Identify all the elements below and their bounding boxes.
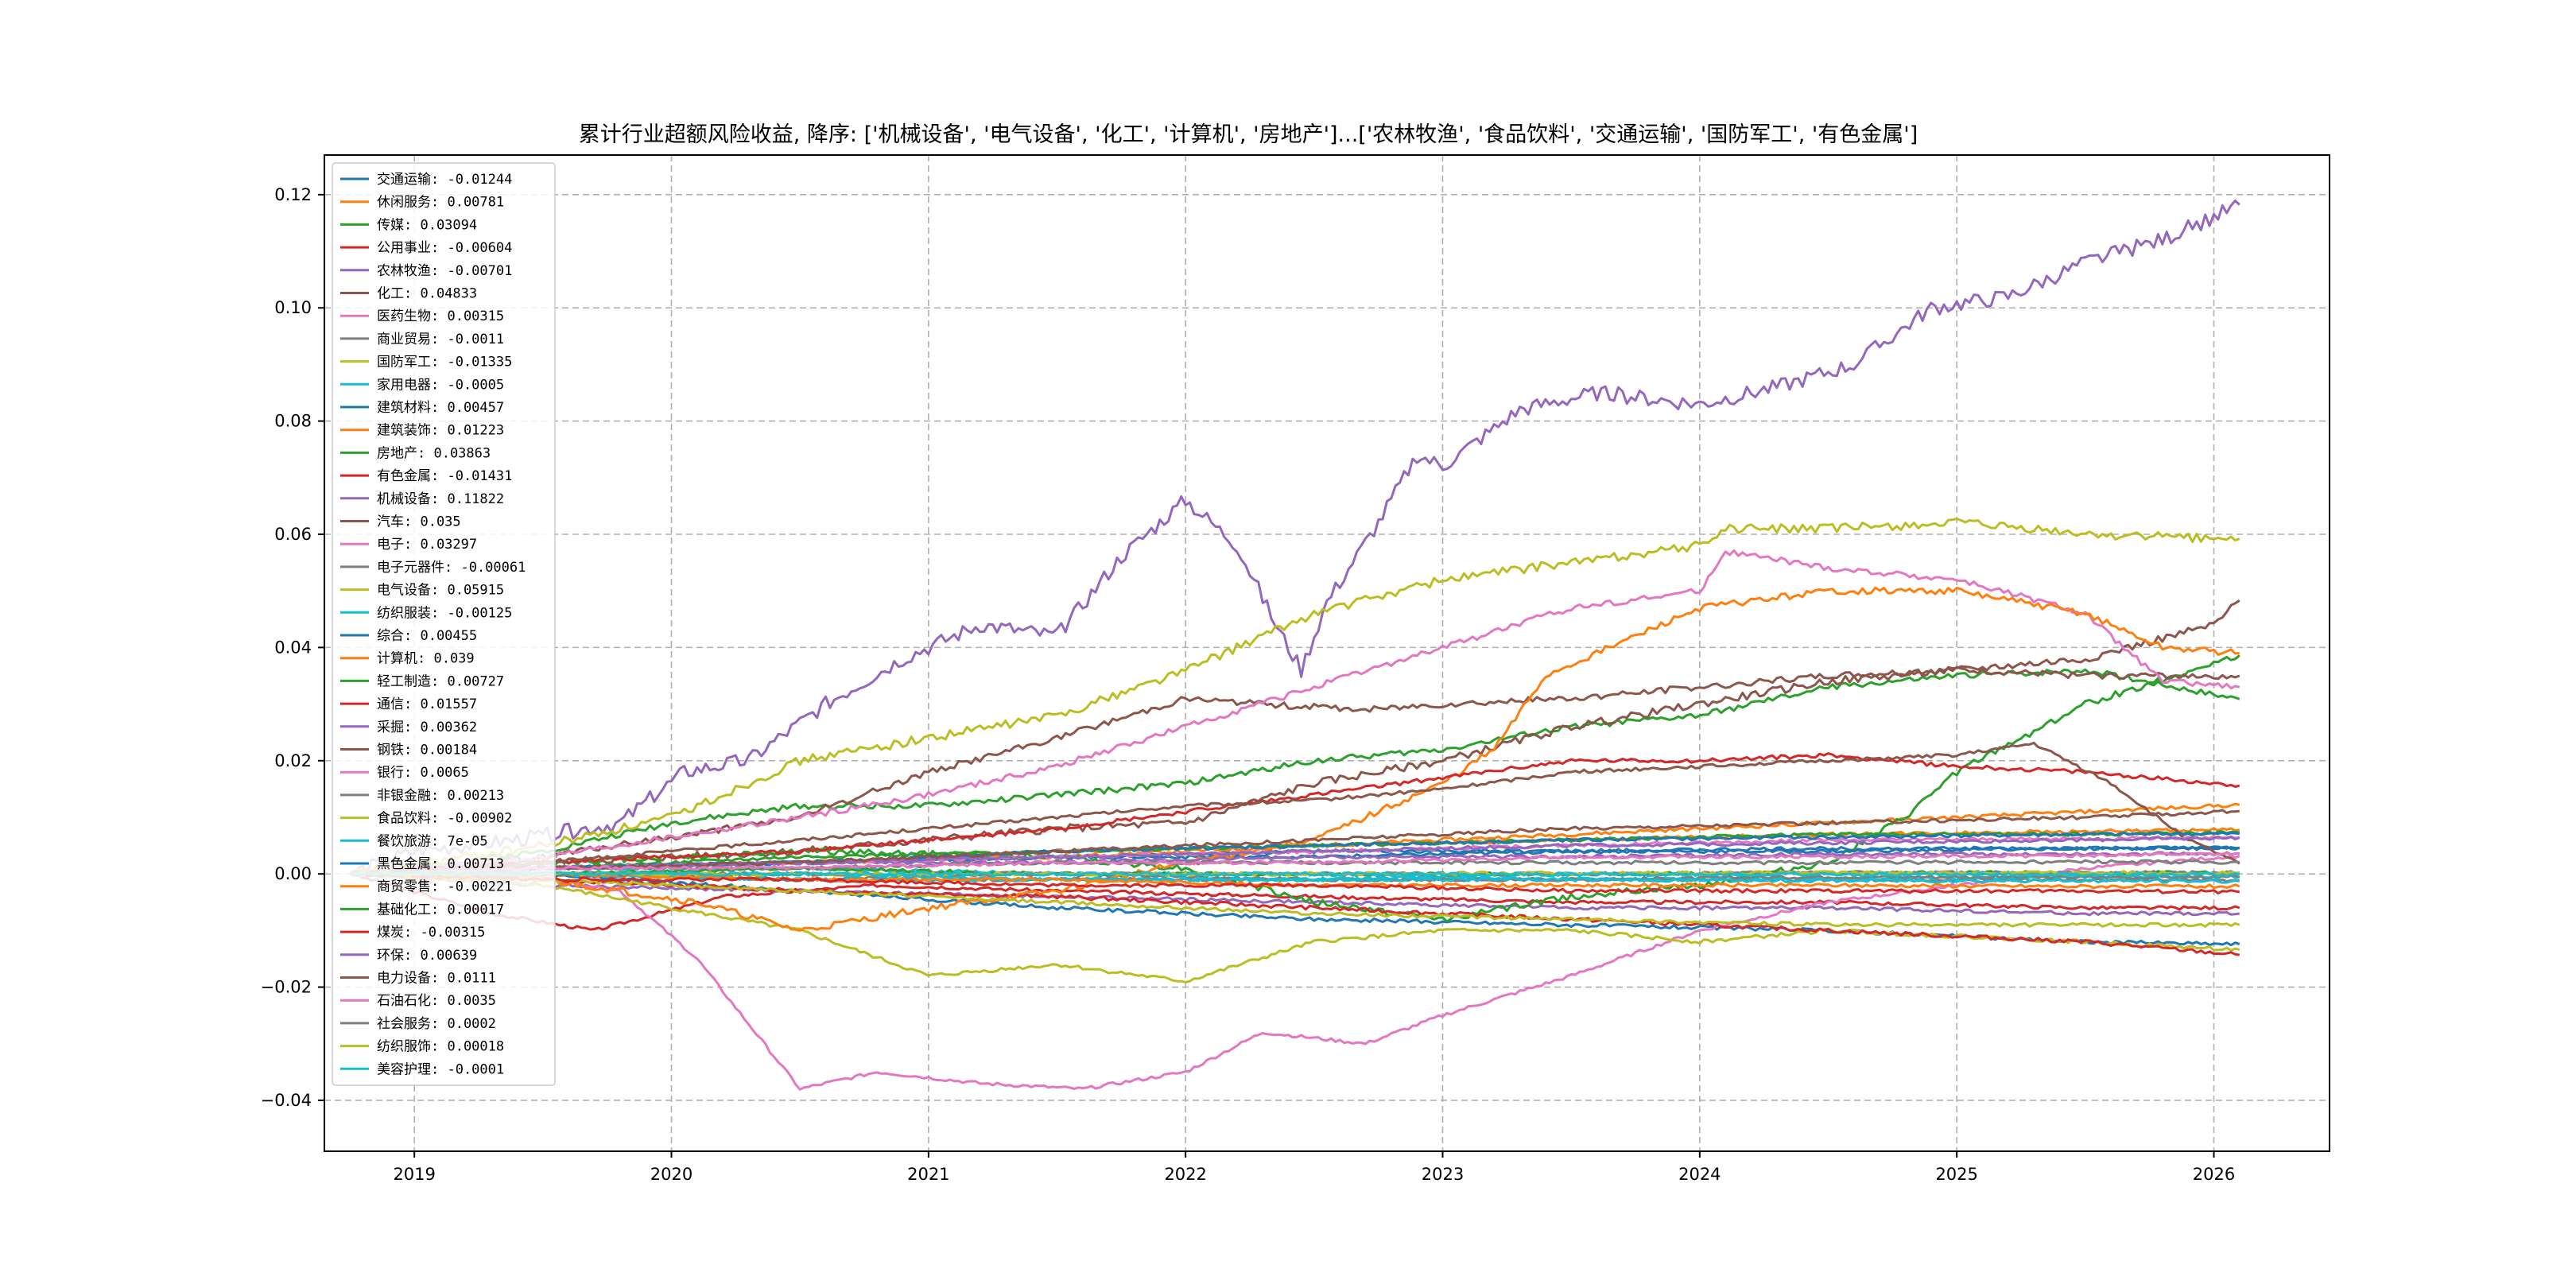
legend-label: 纺织服饰: 0.00018	[377, 1039, 504, 1055]
series-line	[349, 586, 2240, 932]
legend-label: 电子: 0.03297	[377, 537, 477, 553]
legend-label: 公用事业: -0.00604	[377, 240, 512, 256]
legend-label: 电力设备: 0.0111	[377, 971, 496, 987]
legend-label: 交通运输: -0.01244	[377, 172, 512, 188]
x-axis-ticks: 2019 2020 2021 2022 2023 2024 2025 2026	[393, 1151, 2235, 1184]
legend: 交通运输: -0.01244 休闲服务: 0.00781 传媒: 0.03094 公用…	[332, 162, 556, 1086]
series-line	[349, 872, 2240, 917]
series-line	[349, 518, 2240, 875]
x-tick-label: 2021	[907, 1165, 949, 1184]
series-line	[349, 854, 2240, 1091]
series-line	[350, 741, 2240, 876]
series-line	[350, 668, 2240, 876]
legend-label: 休闲服务: 0.00781	[377, 195, 504, 211]
legend-label: 轻工制造: 0.00727	[377, 673, 504, 689]
legend-label: 传媒: 0.03094	[377, 217, 477, 233]
series-line	[350, 199, 2240, 876]
legend-label: 黑色金属: 0.00713	[377, 856, 504, 872]
legend-label: 建筑装饰: 0.01223	[377, 423, 504, 439]
legend-label: 家用电器: -0.0005	[377, 377, 504, 393]
legend-label: 煤炭: -0.00315	[377, 925, 485, 941]
y-tick-label: 0.00	[274, 864, 312, 883]
legend-label: 建筑材料: 0.00457	[377, 400, 504, 416]
series-line	[349, 852, 2240, 876]
series-line	[350, 871, 2240, 890]
series-line	[350, 871, 2240, 895]
legend-label: 美容护理: -0.0001	[377, 1061, 504, 1077]
legend-label: 钢铁: 0.00184	[377, 743, 477, 758]
legend-label: 通信: 0.01557	[377, 696, 477, 712]
legend-label: 纺织服装: -0.00125	[377, 605, 512, 621]
series-line	[349, 871, 2240, 928]
series-line	[350, 871, 2240, 983]
x-tick-label: 2022	[1164, 1165, 1206, 1184]
legend-label: 化工: 0.04833	[377, 286, 477, 302]
y-tick-label: 0.12	[274, 185, 312, 204]
x-tick-label: 2019	[393, 1165, 435, 1184]
series-line	[349, 752, 2240, 875]
legend-label: 房地产: 0.03863	[377, 445, 491, 461]
y-tick-label: 0.04	[274, 638, 312, 657]
legend-label: 社会服务: 0.0002	[377, 1016, 496, 1032]
series-line	[349, 549, 2240, 878]
legend-label: 综合: 0.00455	[377, 628, 477, 644]
legend-label: 机械设备: 0.11822	[377, 491, 504, 507]
y-tick-label: 0.10	[274, 298, 312, 317]
legend-label: 计算机: 0.039	[377, 651, 475, 667]
legend-label: 医药生物: 0.00315	[377, 308, 504, 324]
legend-label: 采掘: 0.00362	[377, 720, 477, 735]
legend-label: 商业贸易: -0.0011	[377, 332, 504, 347]
legend-label: 银行: 0.0065	[377, 765, 469, 781]
chart-title: 累计行业超额风险收益, 降序: ['机械设备', '电气设备', '化工', '…	[579, 122, 1918, 147]
series-line	[349, 809, 2240, 876]
y-axis-ticks: −0.04 −0.02 0.00 0.02 0.04 0.06 0.08 0.10 0.12	[261, 185, 324, 1110]
legend-label: 非银金融: 0.00213	[377, 788, 504, 804]
plot-area-frame	[324, 154, 2330, 1152]
legend-label: 商贸零售: -0.00221	[377, 879, 512, 895]
plot-series	[349, 199, 2240, 1091]
series-line	[349, 872, 2240, 931]
legend-box	[332, 162, 556, 1086]
legend-label: 环保: 0.00639	[377, 948, 477, 964]
y-tick-label: 0.08	[274, 412, 312, 431]
x-tick-label: 2025	[1935, 1165, 1977, 1184]
x-tick-label: 2026	[2193, 1165, 2235, 1184]
legend-label: 农林牧渔: -0.00701	[377, 263, 512, 279]
y-tick-label: −0.02	[261, 978, 312, 997]
legend-label: 有色金属: -0.01431	[377, 468, 512, 484]
legend-label: 石油石化: 0.0035	[377, 993, 496, 1009]
legend-label: 国防军工: -0.01335	[377, 355, 512, 370]
series-line	[349, 599, 2240, 878]
y-tick-label: 0.02	[274, 751, 312, 770]
legend-label: 电气设备: 0.05915	[377, 583, 504, 599]
legend-label: 餐饮旅游: 7e-05	[377, 833, 488, 849]
legend-label: 汽车: 0.035	[377, 514, 461, 530]
y-tick-label: 0.06	[274, 525, 312, 544]
y-tick-label: −0.04	[261, 1091, 312, 1110]
x-tick-label: 2024	[1678, 1165, 1721, 1184]
series-line	[350, 871, 2240, 878]
legend-label: 电子元器件: -0.00061	[377, 560, 526, 576]
legend-label: 食品饮料: -0.00902	[377, 811, 512, 827]
x-tick-label: 2020	[650, 1165, 692, 1184]
x-tick-label: 2023	[1422, 1165, 1464, 1184]
legend-label: 基础化工: 0.00017	[377, 902, 504, 918]
